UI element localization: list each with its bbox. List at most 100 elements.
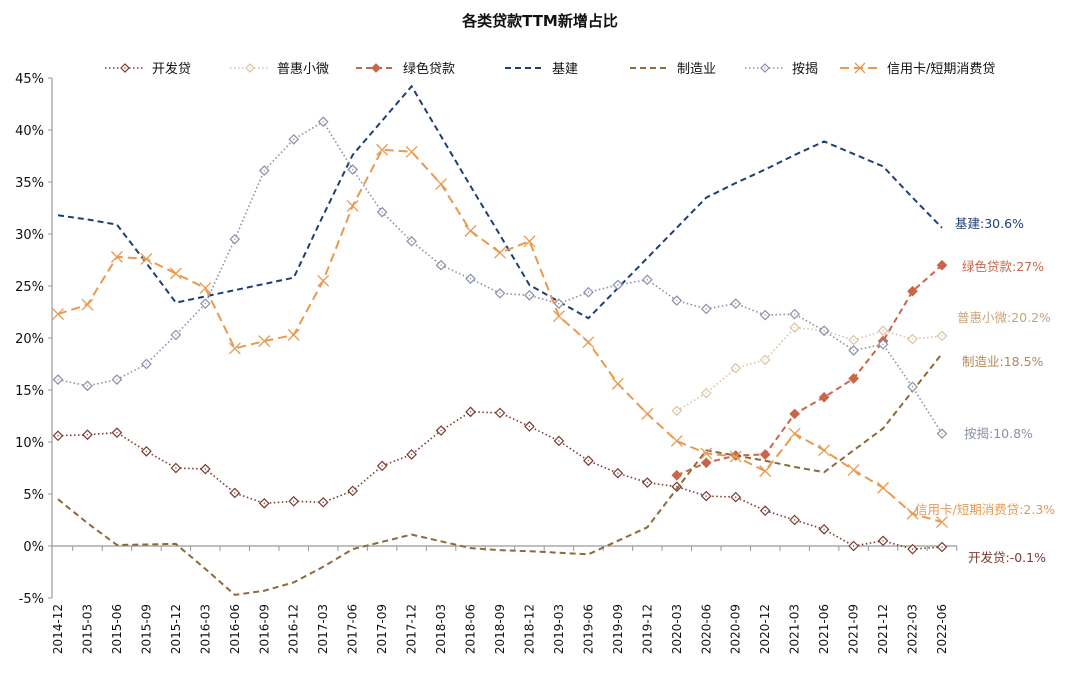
data-point-center xyxy=(587,460,590,462)
data-point-center xyxy=(617,472,619,474)
legend-item: 普惠小微 xyxy=(230,62,329,77)
data-point xyxy=(789,408,801,420)
data-point-center xyxy=(293,500,295,502)
data-point xyxy=(371,63,381,73)
data-point-center xyxy=(381,211,383,213)
data-point-center xyxy=(175,334,177,336)
data-point-center xyxy=(705,308,707,310)
x-tick-label: 2021-09 xyxy=(847,604,861,654)
x-tick-label: 2016-03 xyxy=(198,604,212,654)
data-point xyxy=(670,435,683,447)
data-point xyxy=(494,246,506,259)
legend-label: 开发贷 xyxy=(152,61,191,77)
data-point-center xyxy=(646,279,649,281)
x-tick-label: 2019-03 xyxy=(552,604,566,654)
data-point-center xyxy=(882,330,884,332)
data-point-center xyxy=(676,410,678,412)
x-tick-label: 2020-12 xyxy=(758,604,772,654)
data-point xyxy=(759,449,771,460)
legend-item: 开发贷 xyxy=(105,61,191,77)
series-line xyxy=(57,120,943,435)
series-line xyxy=(57,411,943,550)
x-tick-label: 2018-09 xyxy=(493,604,507,654)
data-point-center xyxy=(57,378,59,381)
legend-label: 基建 xyxy=(552,62,578,77)
y-tick-label: 45% xyxy=(15,72,44,87)
x-tick-label: 2020-09 xyxy=(729,604,743,654)
y-tick-label: 15% xyxy=(15,384,44,399)
data-point-center xyxy=(322,501,324,504)
data-point-center xyxy=(410,453,413,456)
x-tick-label: 2015-09 xyxy=(139,604,153,654)
data-point-center xyxy=(469,411,472,413)
series-制造业 xyxy=(57,352,943,596)
data-point xyxy=(140,253,153,265)
data-point-center xyxy=(351,490,354,492)
data-point-center xyxy=(823,330,825,332)
data-point-center xyxy=(911,548,914,550)
data-point-center xyxy=(793,326,796,329)
data-point xyxy=(936,516,948,529)
x-tick-label: 2022-03 xyxy=(906,604,920,654)
y-tick-label: 10% xyxy=(15,436,44,451)
series-基建 xyxy=(57,84,943,320)
data-point xyxy=(818,391,830,403)
data-point xyxy=(523,235,536,248)
data-point-center xyxy=(941,546,943,548)
y-tick-label: 5% xyxy=(23,488,44,503)
chart-title: 各类贷款TTM新增占比 xyxy=(461,12,618,30)
data-point-center xyxy=(116,431,118,434)
legend-label: 制造业 xyxy=(677,62,716,77)
data-point-center xyxy=(852,349,855,352)
legend-item: 绿色贷款 xyxy=(356,61,455,77)
x-tick-label: 2019-09 xyxy=(611,604,625,654)
data-point-center xyxy=(175,467,177,469)
data-point-center xyxy=(705,392,707,394)
data-point-center xyxy=(793,313,796,315)
data-point-center xyxy=(587,291,590,293)
data-point-center xyxy=(793,519,796,521)
data-point xyxy=(228,342,241,355)
data-point-center xyxy=(676,299,678,302)
end-label: 绿色贷款:27% xyxy=(962,259,1044,274)
data-point-center xyxy=(764,67,766,69)
data-point xyxy=(847,464,860,477)
x-tick-label: 2021-06 xyxy=(817,604,831,654)
data-point xyxy=(906,507,919,520)
legend: 开发贷 普惠小微 绿色贷款 基建 制造业 按揭 信用卡/短期消费贷 xyxy=(105,61,995,77)
legend-item: 制造业 xyxy=(630,62,716,77)
series-line xyxy=(57,352,943,596)
y-tick-label: 0% xyxy=(23,540,44,555)
data-point xyxy=(81,298,94,311)
data-point-center xyxy=(911,338,914,340)
data-point-center xyxy=(351,168,354,171)
data-point xyxy=(464,224,477,237)
x-tick-label: 2022-06 xyxy=(935,604,949,654)
data-point-center xyxy=(410,240,413,242)
x-tick-label: 2016-09 xyxy=(257,604,271,654)
data-point-center xyxy=(499,292,501,294)
data-point-center xyxy=(617,284,619,286)
data-point-center xyxy=(440,429,442,432)
data-point-center xyxy=(124,67,126,69)
x-tick-label: 2016-06 xyxy=(228,604,242,654)
data-point xyxy=(376,143,389,156)
data-point-center xyxy=(882,343,884,345)
data-point xyxy=(700,447,713,460)
legend-label: 绿色贷款 xyxy=(403,61,455,77)
end-labels: 开发贷:-0.1% 普惠小微:20.2% 绿色贷款:27% 基建:30.6% 制造业:1… xyxy=(915,216,1055,565)
x-tick-label: 2014-12 xyxy=(51,604,65,654)
end-label: 信用卡/短期消费贷:2.3% xyxy=(915,502,1055,517)
data-point-center xyxy=(322,120,324,123)
x-tick-label: 2019-06 xyxy=(581,604,595,654)
data-point-center xyxy=(204,468,207,470)
data-point-center xyxy=(823,528,825,531)
series-信用卡/短期消费贷 xyxy=(52,143,948,529)
data-point xyxy=(877,481,890,494)
data-point-center xyxy=(499,412,501,414)
x-tick-label: 2020-06 xyxy=(699,604,713,654)
data-point-center xyxy=(558,302,560,305)
data-point xyxy=(854,62,866,74)
y-tick-label: 30% xyxy=(15,228,44,243)
series-lines xyxy=(52,84,948,596)
